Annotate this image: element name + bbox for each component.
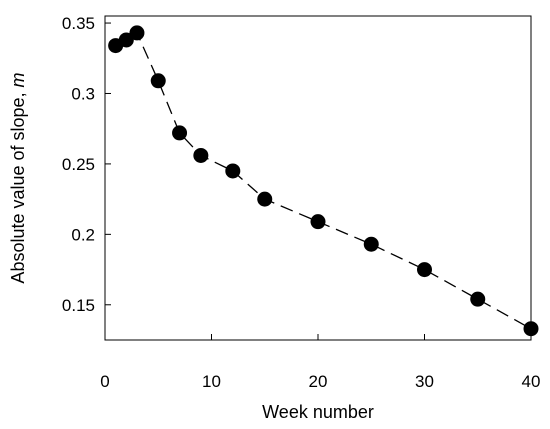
- x-axis-title: Week number: [262, 402, 374, 422]
- y-tick-label: 0.15: [62, 296, 95, 315]
- data-point: [257, 191, 273, 207]
- x-axis-ticks: 0 10 20 30 40: [100, 334, 540, 391]
- x-tick-label: 10: [202, 372, 221, 391]
- data-point: [225, 163, 241, 179]
- y-tick-label: 0.25: [62, 155, 95, 174]
- y-tick-label: 0.3: [71, 84, 95, 103]
- x-tick-label: 30: [415, 372, 434, 391]
- data-point: [310, 214, 326, 230]
- data-points: [108, 25, 539, 337]
- x-tick-label: 40: [522, 372, 541, 391]
- y-tick-label: 0.2: [71, 225, 95, 244]
- data-point: [172, 125, 188, 141]
- data-point: [150, 73, 166, 89]
- plot-frame: [104, 15, 532, 341]
- data-point: [193, 147, 209, 163]
- data-point: [118, 32, 134, 48]
- data-point: [363, 236, 379, 252]
- y-axis-title-text: Absolute value of slope,: [8, 87, 28, 283]
- y-axis-title: Absolute value of slope, m: [8, 72, 28, 283]
- data-point: [523, 321, 539, 337]
- y-tick-label: 0.35: [62, 14, 95, 33]
- y-axis-title-variable: m: [8, 72, 28, 87]
- data-point: [470, 291, 486, 307]
- x-tick-label: 20: [309, 372, 328, 391]
- data-point: [417, 262, 432, 278]
- x-tick-label: 0: [100, 372, 109, 391]
- data-point: [129, 25, 145, 41]
- series-dashed-line: [115, 31, 532, 330]
- y-axis-ticks: 0.15 0.2 0.25 0.3 0.35: [62, 14, 111, 315]
